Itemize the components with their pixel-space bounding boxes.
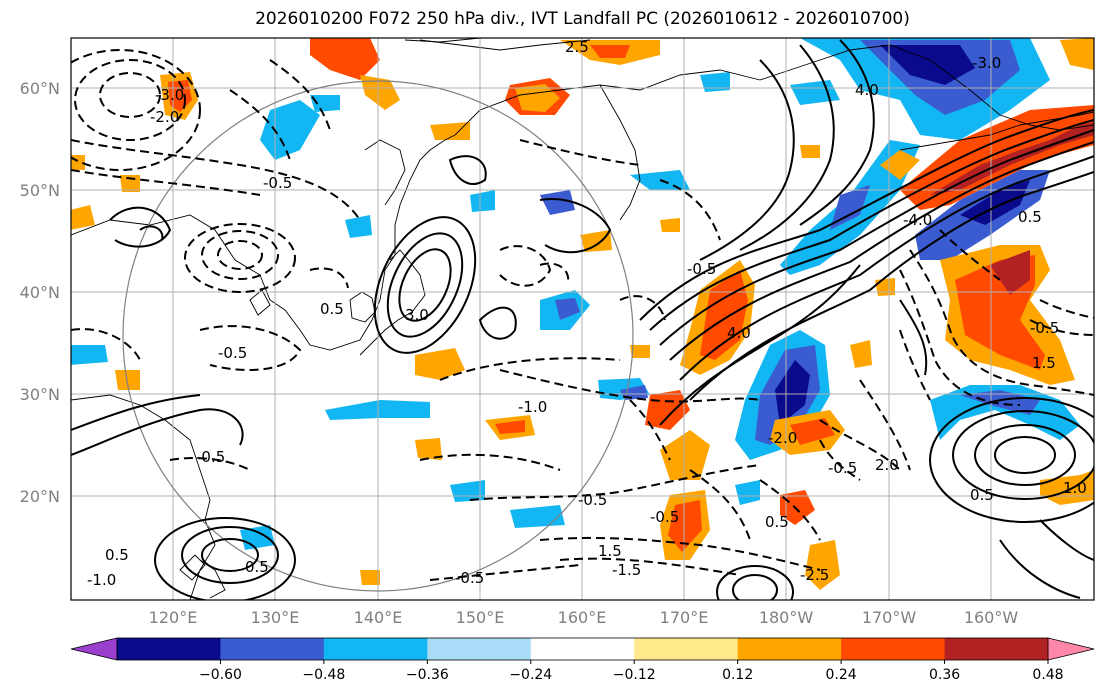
colorbar-label: 0.24	[826, 667, 857, 683]
contour-label: -2.0	[150, 108, 179, 126]
contour-label: -4.0	[903, 211, 932, 229]
contour-label: 2.5	[565, 38, 589, 56]
landfall-radius-circle	[122, 80, 634, 592]
contour-label: -0.5	[578, 491, 607, 509]
colorbar-segment	[117, 638, 221, 660]
contour-label: -0.5	[196, 448, 225, 466]
contour-label: 0.5	[970, 486, 994, 504]
lon-label-180w: 180°W	[759, 608, 814, 627]
colorbar-segment	[634, 638, 739, 660]
map-frame	[70, 37, 1095, 601]
contour-label: 2.0	[875, 456, 899, 474]
colorbar-min-extension	[70, 637, 118, 661]
contour-label: 1.5	[1032, 354, 1056, 372]
contour-label: -0.5	[218, 344, 247, 362]
lon-label-120e: 120°E	[149, 608, 198, 627]
colorbar-label: 0.36	[929, 667, 960, 683]
lat-label-30n: 30°N	[20, 385, 60, 404]
lon-label-160e: 160°E	[558, 608, 607, 627]
contour-label: -0.5	[1030, 319, 1059, 337]
colorbar-segment	[841, 638, 946, 660]
lon-label-130e: 130°E	[251, 608, 300, 627]
contour-label: 0.5	[1018, 208, 1042, 226]
lon-label-160w: 160°W	[964, 608, 1019, 627]
contour-label: -0.5	[687, 260, 716, 278]
colorbar-segment	[427, 638, 532, 660]
contour-label: -0.5	[650, 508, 679, 526]
colorbar-segment	[530, 638, 635, 660]
contour-label: -3.0	[155, 86, 184, 104]
contour-label: -1.0	[87, 571, 116, 589]
contour-label: 4.0	[855, 81, 879, 99]
lon-label-170e: 170°E	[660, 608, 709, 627]
longitude-labels: 120°E 130°E 140°E 150°E 160°E 170°E 180°…	[149, 608, 1019, 627]
contour-label: -1.0	[518, 398, 547, 416]
map-title: 2026010200 F072 250 hPa div., IVT Landfa…	[255, 9, 910, 29]
contour-label: 0.5	[320, 300, 344, 318]
contour-label: 4.0	[727, 324, 751, 342]
contour-label: 0.5	[105, 546, 129, 564]
colorbar-label: −0.24	[509, 667, 552, 683]
contour-label: 1.0	[1063, 479, 1087, 497]
contour-label: 0.5	[245, 558, 269, 576]
lon-label-150e: 150°E	[456, 608, 505, 627]
colorbar-segment	[323, 638, 428, 660]
colorbar-segment	[737, 638, 842, 660]
contour-label: -0.5	[828, 459, 857, 477]
contour-label: -2.5	[800, 566, 829, 584]
colorbar-max-extension	[1047, 637, 1095, 661]
contours-negative	[71, 49, 1094, 581]
colorbar-label: −0.12	[613, 667, 656, 683]
colorbar-label: −0.36	[406, 667, 449, 683]
colorbar-label: 0.48	[1032, 667, 1063, 683]
colorbar-label: −0.48	[302, 667, 345, 683]
colorbar-label: −0.60	[199, 667, 242, 683]
lat-label-50n: 50°N	[20, 181, 60, 200]
contour-label: -0.5	[455, 569, 484, 587]
latitude-labels: 60°N 50°N 40°N 30°N 20°N	[20, 79, 60, 506]
lat-label-40n: 40°N	[20, 283, 60, 302]
contour-label: -2.0	[768, 429, 797, 447]
contour-label: 1.5	[598, 542, 622, 560]
contour-label: 3.0	[405, 306, 429, 324]
contour-label: -0.5	[263, 174, 292, 192]
contour-label: -3.0	[972, 54, 1001, 72]
colorbar-segment	[944, 638, 1049, 660]
lat-label-60n: 60°N	[20, 79, 60, 98]
lon-label-140e: 140°E	[354, 608, 403, 627]
contours-positive	[71, 39, 1094, 600]
contour-label: -1.5	[612, 561, 641, 579]
colorbar-outline	[116, 637, 1049, 661]
lat-label-20n: 20°N	[20, 487, 60, 506]
colorbar: −0.60 −0.48 −0.36 −0.24 −0.12 0.12 0.24 0.36 0.4…	[70, 637, 1095, 683]
colorbar-segment	[220, 638, 325, 660]
contour-label: 0.5	[765, 513, 789, 531]
lon-label-170w: 170°W	[862, 608, 917, 627]
contour-labels: -0.5 0.5 3.0 -3.0 -2.0 -0.5 -1.0 -0.5 4.…	[87, 38, 1087, 589]
colorbar-label: 0.12	[722, 667, 753, 683]
